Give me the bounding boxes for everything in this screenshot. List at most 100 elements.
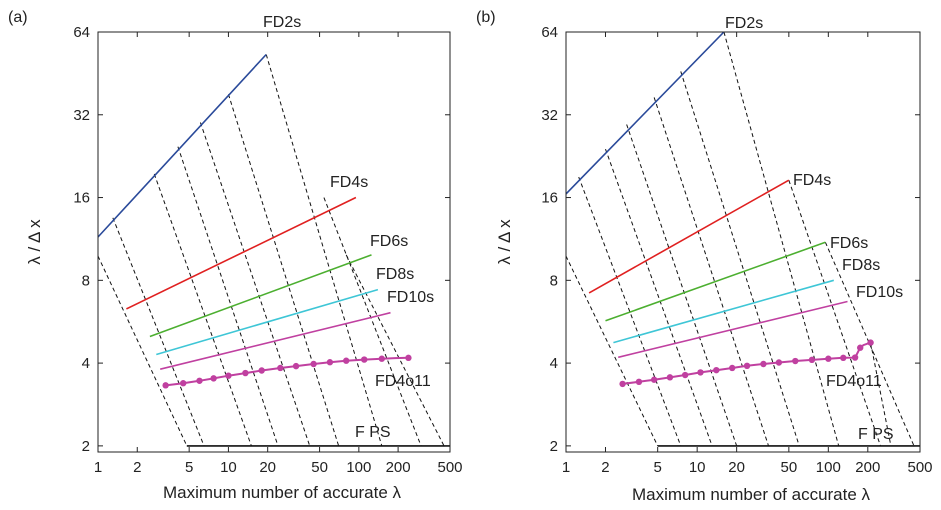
x-tick-label: 50: [311, 459, 328, 476]
panel-label: (b): [476, 9, 496, 26]
dashed-line: [265, 54, 383, 447]
series-marker: [867, 339, 874, 346]
y-tick-label: 8: [82, 272, 90, 289]
y-tick-label: 4: [550, 355, 558, 372]
series-marker: [729, 364, 736, 372]
y-axis-label: λ / Δ x: [495, 219, 514, 265]
panel-label: (a): [8, 9, 28, 26]
x-axis-label: Maximum number of accurate λ: [632, 485, 871, 504]
x-tick-label: 50: [780, 459, 797, 476]
x-tick-label: 2: [601, 459, 609, 476]
x-tick-label: 5: [185, 459, 193, 476]
series-marker: [277, 364, 284, 372]
x-tick-label: 2: [133, 459, 141, 476]
series-marker: [405, 354, 412, 362]
series-marker: [162, 382, 169, 389]
series-label: FD10s: [387, 289, 434, 306]
dashed-line: [788, 180, 881, 447]
dashed-line: [653, 97, 769, 447]
y-tick-label: 4: [82, 355, 90, 372]
dashed-line: [824, 242, 915, 447]
series-marker: [343, 357, 350, 364]
dashed-line: [227, 94, 340, 447]
series-marker: [635, 378, 643, 386]
series-marker: [210, 375, 217, 382]
dashed-line: [723, 32, 840, 447]
y-tick-label: 32: [541, 107, 558, 124]
series-label: FD2s: [725, 15, 763, 32]
series-label: FD8s: [376, 266, 414, 283]
dashed-line: [566, 255, 659, 447]
series-label: FD4s: [330, 174, 368, 191]
x-axis-label: Maximum number of accurate λ: [163, 483, 402, 502]
series-marker: [650, 376, 658, 383]
series-marker: [378, 355, 386, 362]
dashed-line: [680, 71, 800, 447]
dashed-line: [605, 148, 713, 447]
plot-frame: [565, 31, 921, 453]
dashed-line: [199, 122, 311, 447]
series-line-fd6s: [605, 241, 826, 322]
y-tick-label: 64: [73, 24, 90, 41]
series-marker: [713, 366, 720, 374]
dashed-line: [98, 255, 188, 447]
series-label: FD4o11: [375, 373, 431, 390]
series-label: FD6s: [370, 233, 408, 250]
series-line-fd10s: [160, 311, 391, 370]
x-tick-label: 1: [94, 459, 102, 476]
series-label: FD8s: [842, 257, 880, 274]
series-label: F PS: [355, 424, 391, 441]
series-line-fd6s: [149, 254, 372, 338]
series-marker: [361, 356, 368, 363]
y-tick-label: 2: [82, 438, 90, 455]
x-tick-label: 5: [654, 459, 662, 476]
x-tick-label: 500: [907, 459, 932, 476]
series-line-fd4o11: [165, 356, 409, 387]
series-marker: [666, 374, 674, 381]
series-marker: [310, 360, 317, 368]
series-marker: [196, 377, 203, 384]
series-line-fd4s: [588, 179, 790, 294]
series-line-fd4s: [126, 196, 357, 310]
x-tick-label: 20: [728, 459, 745, 476]
series-line-fd8s: [156, 288, 379, 356]
y-axis-label: λ / Δ x: [25, 219, 44, 265]
x-tick-label: 200: [386, 459, 411, 476]
series-marker: [856, 344, 864, 351]
series-label: FD6s: [830, 235, 868, 252]
x-tick-label: 500: [437, 459, 462, 476]
series-marker: [808, 356, 816, 364]
series-marker: [760, 360, 767, 368]
series-marker: [743, 362, 751, 370]
series-marker: [697, 369, 704, 376]
series-label: FD2s: [263, 14, 301, 31]
dashed-line: [870, 342, 892, 446]
series-line-fd8s: [613, 279, 835, 344]
series-line-fd2s: [566, 32, 725, 195]
series-marker: [292, 362, 300, 370]
y-tick-label: 2: [550, 438, 558, 455]
series-marker: [851, 354, 859, 361]
x-tick-label: 100: [346, 459, 371, 476]
x-tick-label: 1: [562, 459, 570, 476]
series-marker: [619, 380, 626, 388]
dashed-line: [626, 124, 738, 447]
series-label: F PS: [858, 426, 894, 443]
series-marker: [792, 357, 799, 365]
y-tick-label: 64: [541, 24, 558, 41]
dashed-line: [323, 197, 422, 447]
series-label: FD4o11: [826, 373, 882, 390]
series-marker: [825, 355, 832, 362]
x-tick-label: 200: [855, 459, 880, 476]
x-tick-label: 100: [816, 459, 841, 476]
series-marker: [326, 359, 334, 366]
series-marker: [258, 367, 265, 374]
series-line-fd10s: [618, 300, 848, 359]
series-marker: [681, 371, 689, 379]
series-marker: [840, 354, 847, 362]
series-marker: [179, 380, 187, 387]
series-label: FD10s: [856, 284, 903, 301]
